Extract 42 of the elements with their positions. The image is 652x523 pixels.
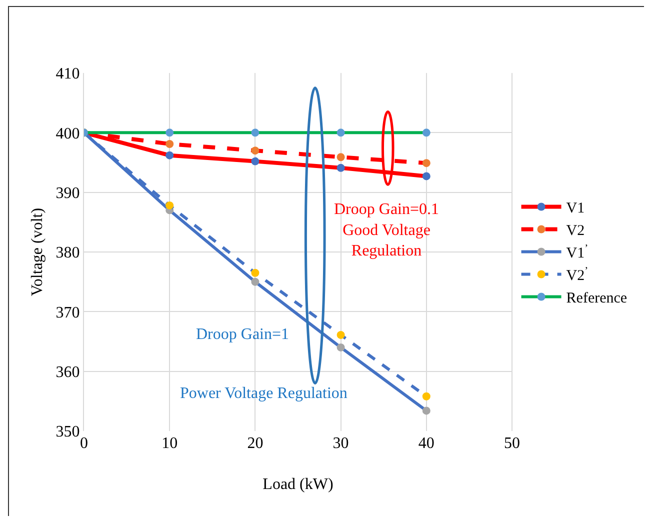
point xyxy=(336,153,345,162)
point xyxy=(251,268,260,277)
point xyxy=(251,157,260,166)
legend-label: V1 xyxy=(566,200,585,217)
point xyxy=(336,330,345,339)
annotation: Droop Gain=1 xyxy=(196,326,290,343)
x-tick-label: 20 xyxy=(247,435,264,452)
legend-label: Reference xyxy=(566,290,628,307)
x-tick-label: 40 xyxy=(418,435,434,452)
point xyxy=(422,159,430,168)
x-tick-label: 10 xyxy=(162,435,178,452)
point xyxy=(336,343,345,352)
x-tick-label: 0 xyxy=(80,435,88,452)
y-tick-label: 350 xyxy=(56,424,80,441)
legend-label: V1$^{’}$ xyxy=(566,243,588,262)
annotation: Power Voltage Regulation xyxy=(180,385,348,402)
y-axis-title: Voltage (volt) xyxy=(29,208,46,296)
point xyxy=(336,128,345,137)
point xyxy=(336,164,345,172)
x-tick-label: 50 xyxy=(504,435,520,452)
y-tick-label: 380 xyxy=(56,244,80,262)
legend-label: V2$^{’}$ xyxy=(566,266,588,284)
x-axis-title: Load (kW) xyxy=(262,476,334,493)
point xyxy=(422,392,430,400)
point xyxy=(166,201,174,210)
point xyxy=(251,146,260,155)
y-tick-label: 370 xyxy=(56,304,80,322)
y-tick-label: 400 xyxy=(56,125,80,142)
point xyxy=(422,406,430,415)
point xyxy=(166,140,174,148)
y-tick-label: 390 xyxy=(56,184,80,202)
point xyxy=(251,278,260,286)
point xyxy=(422,128,430,137)
legend-label: V2 xyxy=(566,223,585,240)
y-tick-label: 360 xyxy=(56,364,80,381)
point xyxy=(251,128,260,137)
x-tick-label: 30 xyxy=(332,435,349,452)
point xyxy=(166,128,174,137)
point xyxy=(166,151,174,160)
y-tick-label: 410 xyxy=(56,66,80,83)
point xyxy=(422,172,430,180)
annotation: Droop Gain=0.1 Good Voltage Regulation xyxy=(334,201,440,260)
